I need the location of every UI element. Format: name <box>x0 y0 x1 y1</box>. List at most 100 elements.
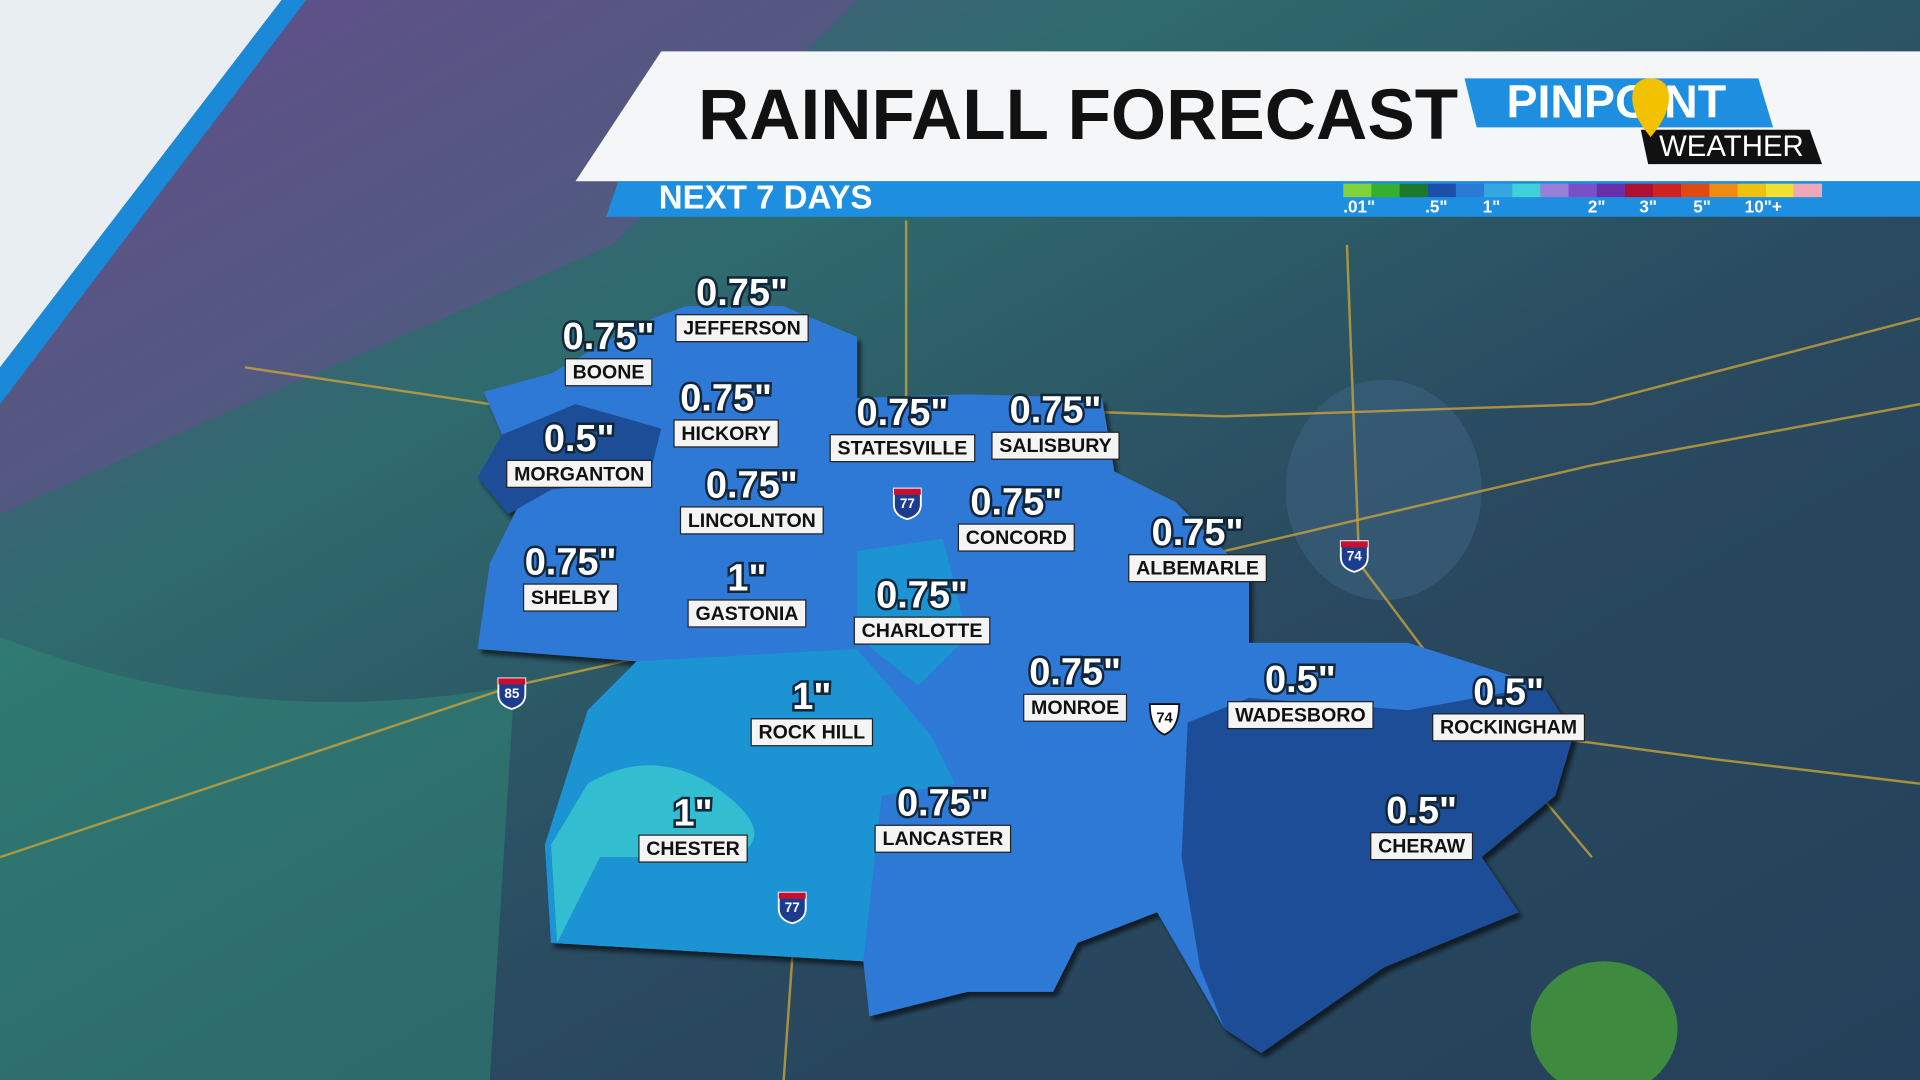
name-box <box>750 718 874 747</box>
legend-swatch <box>1709 183 1738 198</box>
rain-area <box>1530 961 1678 1080</box>
interstate-shield <box>1339 540 1369 573</box>
legend-swatch <box>1681 183 1710 198</box>
city-label: WADESBORO 0.5" <box>1227 657 1374 730</box>
rain-amount: 0.75" <box>680 377 772 419</box>
name-box <box>675 314 809 343</box>
city-label: HICKORY 0.75" <box>673 375 779 448</box>
brand-top: PINPOINT <box>1506 76 1726 128</box>
name-box <box>991 431 1120 460</box>
city-name: ROCKINGHAM <box>1440 717 1577 739</box>
city-label: ROCK HILL 1" <box>750 674 874 747</box>
rain-area <box>1285 379 1482 600</box>
title: RAINFALL FORECAST <box>698 76 1458 155</box>
legend-swatch <box>1737 183 1766 198</box>
name-box <box>1227 701 1374 730</box>
legend-label: 10"+ <box>1745 197 1782 217</box>
city-name: CHESTER <box>646 838 740 860</box>
us-shield <box>1148 703 1181 736</box>
shield-top <box>1340 541 1368 548</box>
city-label: CONCORD 0.75" <box>957 479 1075 552</box>
rain-amount: 0.75" <box>876 575 968 617</box>
legend-swatch <box>1793 183 1823 198</box>
rain-amount: 1" <box>674 793 713 835</box>
rain-amount: 1" <box>792 676 831 718</box>
brand-bottom: WEATHER <box>1659 130 1804 163</box>
highway-shields: 77 74 85 77 74 <box>497 487 1369 925</box>
city-label: JEFFERSON 0.75" <box>675 270 809 343</box>
city-labels: JEFFERSON 0.75" BOONE 0.75" HICKORY 0.75" MORG… <box>506 270 1586 863</box>
name-box <box>679 506 824 535</box>
name-box <box>564 358 653 387</box>
city-name: ALBEMARLE <box>1136 558 1259 580</box>
legend-swatch <box>1540 183 1569 198</box>
legend-swatch <box>1596 183 1625 198</box>
city-name: ROCK HILL <box>759 722 866 744</box>
highway-number: 74 <box>1156 711 1173 727</box>
name-box <box>1370 832 1474 861</box>
shield-top <box>498 678 526 685</box>
shield-top <box>778 892 806 899</box>
city-name: BOONE <box>573 362 645 384</box>
name-box <box>506 459 653 488</box>
rain-amount: 0.75" <box>563 316 655 358</box>
city-label: SHELBY 0.75" <box>522 539 619 612</box>
highway-number: 74 <box>1347 549 1362 564</box>
name-box <box>1023 693 1128 722</box>
legend-label: .01" <box>1343 197 1375 217</box>
city-name: SHELBY <box>531 587 610 609</box>
name-box <box>874 824 1012 853</box>
rain-amount: 0.75" <box>696 272 788 314</box>
city-name: CHARLOTTE <box>862 620 983 642</box>
rain-area <box>0 636 515 1080</box>
rain-amount: 0.75" <box>525 542 617 584</box>
subtitle: NEXT 7 DAYS <box>659 179 873 216</box>
city-label: CHESTER 1" <box>638 790 748 863</box>
city-label: GASTONIA 1" <box>687 555 807 628</box>
interstate-shield <box>497 677 527 710</box>
city-name: MONROE <box>1031 697 1119 719</box>
city-name: JEFFERSON <box>683 318 800 340</box>
legend-label: .5" <box>1425 197 1447 217</box>
city-label: LANCASTER 0.75" <box>874 780 1012 853</box>
legend-swatch <box>1653 183 1682 198</box>
city-name: SALISBURY <box>999 435 1111 457</box>
name-box <box>638 834 748 863</box>
legend-label: 2" <box>1588 197 1606 217</box>
city-name: CHERAW <box>1378 836 1466 858</box>
legend-swatch <box>1343 183 1372 198</box>
highway-number: 85 <box>504 686 519 701</box>
legend-swatch <box>1399 183 1428 198</box>
city-name: GASTONIA <box>695 603 798 625</box>
rain-amount: 0.5" <box>1473 671 1544 713</box>
legend: .01" .5" 1" 2" 3" 5" 10"+ <box>1343 183 1823 217</box>
city-label: MONROE 0.75" <box>1023 649 1128 722</box>
shield-top <box>893 488 921 495</box>
legend-label: 1" <box>1483 197 1501 217</box>
name-box <box>687 599 807 628</box>
legend-swatch <box>1624 183 1654 198</box>
city-label: ALBEMARLE 0.75" <box>1128 510 1267 583</box>
highway-number: 77 <box>900 496 915 511</box>
legend-swatch <box>1455 183 1485 198</box>
rain-amount: 0.75" <box>1010 390 1102 432</box>
legend-label: 3" <box>1639 197 1657 217</box>
city-label: CHARLOTTE 0.75" <box>853 572 991 645</box>
name-box <box>1128 554 1267 583</box>
name-box <box>829 434 976 463</box>
name-box <box>957 523 1075 552</box>
rain-amount: 0.5" <box>1386 790 1457 832</box>
city-name: STATESVILLE <box>838 438 968 460</box>
legend-swatch <box>1371 183 1400 198</box>
name-box <box>522 583 619 612</box>
city-name: MORGANTON <box>514 463 644 485</box>
interstate-shield <box>777 891 807 925</box>
rain-amount: 1" <box>727 557 766 599</box>
city-label: STATESVILLE 0.75" <box>829 390 976 463</box>
brand-logo: PINPOINT WEATHER <box>1464 76 1823 165</box>
legend-swatch <box>1427 183 1456 198</box>
corner-stripe <box>0 0 307 405</box>
name-box <box>1432 713 1586 742</box>
rain-amount: 0.75" <box>897 783 989 825</box>
